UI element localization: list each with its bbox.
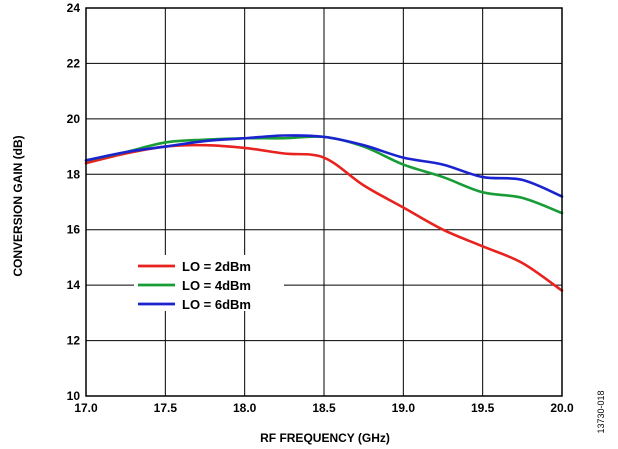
y-tick-label: 18 bbox=[67, 167, 81, 181]
legend-label-1: LO = 2dBm bbox=[182, 259, 251, 274]
x-tick-label: 17.5 bbox=[154, 401, 178, 415]
legend-label-3: LO = 6dBm bbox=[182, 297, 251, 312]
x-tick-label: 18.5 bbox=[312, 401, 336, 415]
y-tick-label: 12 bbox=[67, 334, 81, 348]
series-lines bbox=[84, 134, 564, 292]
figure-id: 13730-018 bbox=[596, 390, 606, 433]
series-line-3 bbox=[84, 134, 564, 198]
plot-area-frame bbox=[85, 7, 563, 397]
y-tick-label: 24 bbox=[67, 1, 81, 15]
y-tick-label: 10 bbox=[67, 389, 81, 403]
y-axis-title: CONVERSION GAIN (dB) bbox=[11, 135, 25, 276]
grid-lines bbox=[86, 8, 562, 396]
legend: LO = 2dBm LO = 4dBm LO = 6dBm bbox=[134, 255, 284, 312]
x-tick-label: 19.0 bbox=[392, 401, 416, 415]
legend-label-2: LO = 4dBm bbox=[182, 278, 251, 293]
y-tick-labels: 10 12 14 16 18 20 22 24 bbox=[67, 1, 81, 403]
x-tick-labels: 17.0 17.5 18.0 18.5 19.0 19.5 20.0 bbox=[74, 401, 574, 415]
y-tick-label: 16 bbox=[67, 223, 81, 237]
x-axis-title: RF FREQUENCY (GHz) bbox=[260, 431, 390, 445]
x-tick-label: 18.0 bbox=[233, 401, 257, 415]
y-tick-label: 22 bbox=[67, 56, 81, 70]
x-tick-label: 19.5 bbox=[471, 401, 495, 415]
legend-background bbox=[134, 255, 284, 311]
y-tick-label: 20 bbox=[67, 112, 81, 126]
x-tick-label: 20.0 bbox=[550, 401, 574, 415]
y-tick-label: 14 bbox=[67, 278, 81, 292]
x-tick-label: 17.0 bbox=[74, 401, 98, 415]
